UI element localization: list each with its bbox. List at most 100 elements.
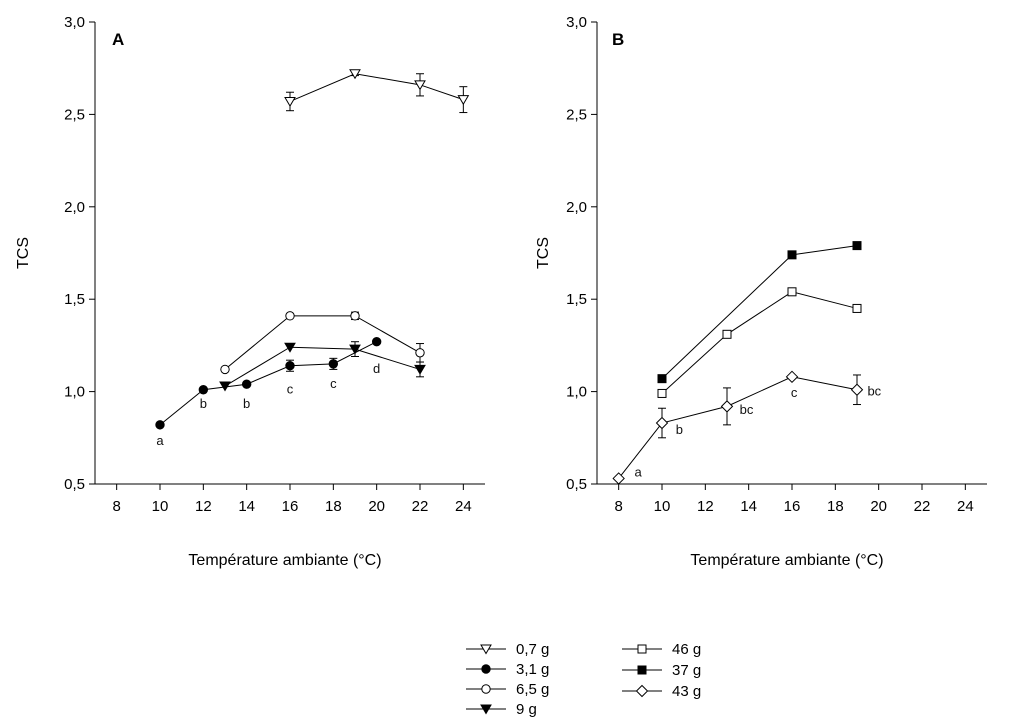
data-point (415, 348, 425, 358)
data-point (219, 381, 231, 392)
legend-label: 37 g (672, 662, 701, 679)
data-point (657, 388, 667, 398)
data-point (787, 287, 797, 297)
series-line (289, 73, 464, 102)
y-tick-label: 2,5 (566, 106, 587, 123)
data-point (285, 361, 295, 371)
data-point (284, 342, 296, 353)
x-tick-label: 14 (238, 498, 255, 515)
y-tick-label: 3,0 (64, 14, 85, 31)
x-tick-label: 8 (112, 498, 120, 515)
legend-marker (481, 684, 491, 694)
y-tick-label: 0,5 (64, 476, 85, 493)
data-point (612, 472, 625, 485)
x-tick-label: 16 (282, 498, 299, 515)
x-tick-label: 16 (784, 498, 801, 515)
data-point (349, 344, 361, 355)
data-point (155, 420, 165, 430)
series-line (224, 346, 421, 387)
data-point (198, 385, 209, 395)
series-3-1-g (155, 337, 382, 430)
legend-marker (480, 704, 492, 715)
series-line (661, 291, 858, 394)
significance-label: b (243, 396, 250, 411)
significance-label: c (330, 376, 337, 391)
significance-label: b (200, 396, 207, 411)
data-point (852, 303, 862, 313)
data-point (349, 69, 361, 80)
series-6-5-g (220, 311, 425, 375)
series-37-g (657, 241, 862, 384)
y-tick-label: 1,5 (64, 291, 85, 308)
x-tick-label: 22 (914, 498, 931, 515)
data-point (850, 383, 864, 396)
series-46-g (657, 287, 862, 398)
data-point (414, 364, 426, 375)
legend-marker (637, 665, 647, 675)
y-tick-label: 3,0 (566, 14, 587, 31)
data-point (787, 250, 797, 260)
legend-label: 9 g (516, 701, 537, 718)
y-tick-label: 1,0 (566, 384, 587, 401)
significance-label: d (373, 361, 380, 376)
x-tick-label: 18 (325, 498, 342, 515)
x-tick-label: 10 (152, 498, 169, 515)
significance-label: b (676, 422, 683, 437)
x-tick-label: 18 (827, 498, 844, 515)
series-line (224, 315, 421, 370)
legend-marker (635, 684, 649, 698)
x-tick-label: 24 (455, 498, 472, 515)
legend-label: 6,5 g (516, 681, 549, 698)
data-point (284, 96, 296, 107)
data-point (220, 364, 230, 375)
y-tick-label: 0,5 (566, 476, 587, 493)
data-point (720, 400, 734, 413)
y-tick-label: 1,5 (566, 291, 587, 308)
data-point (285, 311, 295, 321)
data-point (722, 329, 732, 339)
data-point (414, 80, 426, 91)
series-line (618, 376, 858, 479)
significance-label: bc (867, 383, 881, 398)
series-9-g (219, 341, 426, 392)
data-point (657, 374, 667, 384)
x-tick-label: 20 (368, 498, 385, 515)
significance-label: a (156, 433, 164, 448)
legend-label: 43 g (672, 683, 701, 700)
legend: 0,7 g 3,1 g 6,5 g 9 g 46 g 37 g 43 g (466, 641, 701, 718)
x-tick-label: 10 (654, 498, 671, 515)
significance-label: c (791, 385, 798, 400)
y-axis-label: TCS (15, 237, 32, 269)
y-tick-label: 2,0 (64, 199, 85, 216)
y-tick-label: 2,0 (566, 199, 587, 216)
series-0-7-g (284, 69, 470, 114)
significance-label: bc (740, 402, 754, 417)
significance-label: a (635, 465, 643, 480)
significance-label: c (287, 381, 294, 396)
panel-label: A (112, 30, 124, 49)
x-axis-label: Température ambiante (°C) (188, 552, 381, 569)
y-tick-label: 2,5 (64, 106, 85, 123)
series-43-g (612, 370, 864, 485)
x-axis-label: Température ambiante (°C) (690, 552, 883, 569)
data-point (852, 241, 862, 251)
legend-marker (480, 644, 492, 655)
data-point (371, 337, 382, 347)
y-tick-label: 1,0 (64, 384, 85, 401)
legend-label: 3,1 g (516, 661, 549, 678)
x-tick-label: 22 (412, 498, 429, 515)
x-tick-label: 24 (957, 498, 974, 515)
data-point (655, 416, 669, 430)
legend-label: 0,7 g (516, 641, 549, 658)
x-tick-label: 12 (697, 498, 714, 515)
panel-a: 0,5 1,0 1,5 2,0 2,5 3,0 8 10 12 14 16 18 20 22 24 A Temp… (15, 14, 485, 569)
data-point (328, 359, 339, 369)
data-point (350, 311, 360, 321)
series-line (159, 341, 377, 426)
x-tick-label: 20 (870, 498, 887, 515)
panel-label: B (612, 30, 624, 49)
y-axis-label: TCS (535, 237, 552, 269)
data-point (785, 370, 799, 384)
legend-marker (637, 644, 647, 654)
